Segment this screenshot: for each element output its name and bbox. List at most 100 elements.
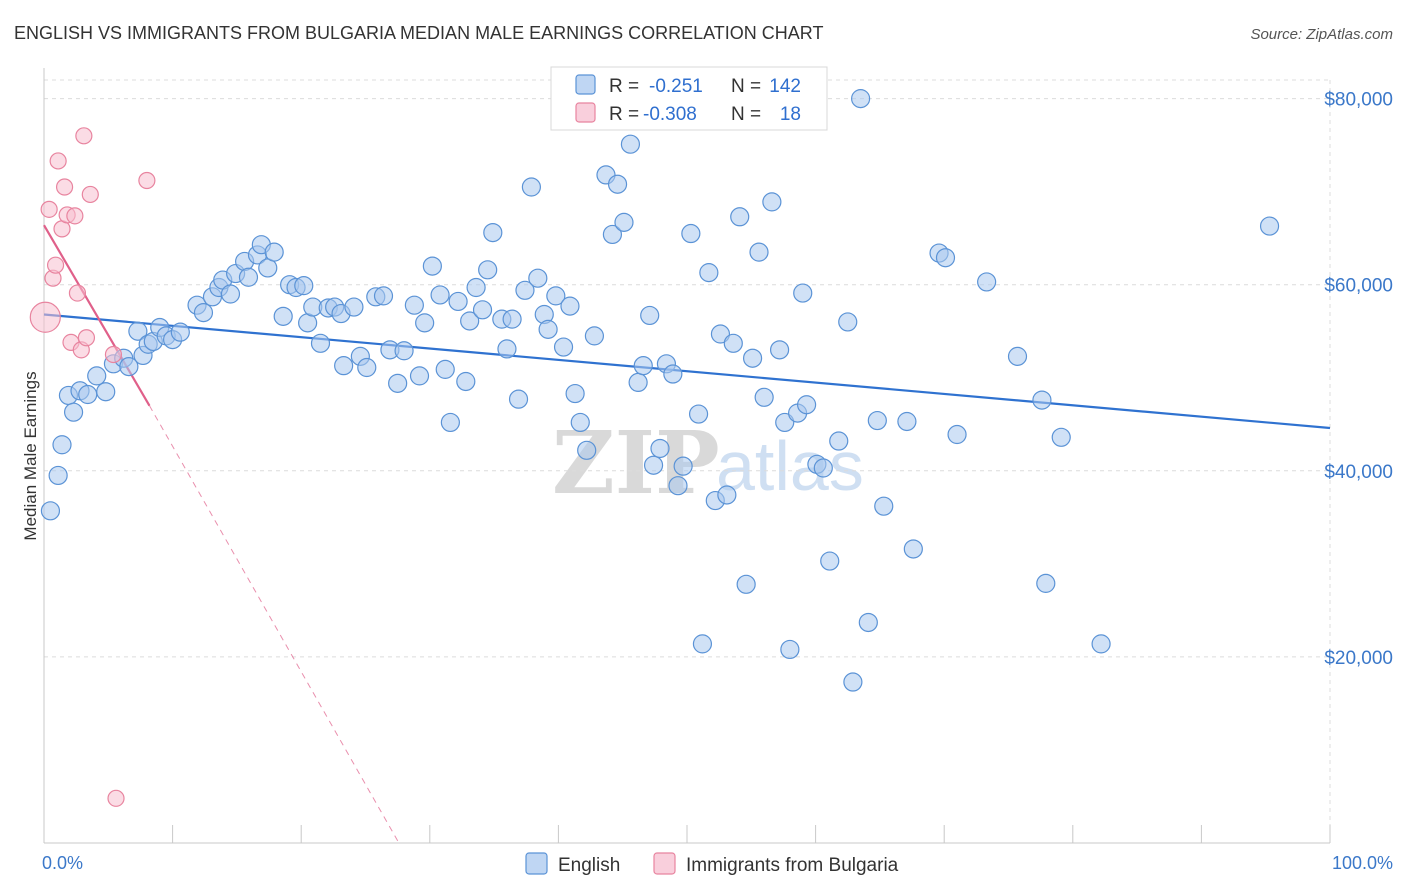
- english-point[interactable]: [48, 465, 68, 486]
- english-point[interactable]: [663, 364, 683, 384]
- english-point[interactable]: [128, 321, 148, 341]
- english-point[interactable]: [903, 539, 923, 559]
- bulgaria-point[interactable]: [46, 256, 65, 274]
- english-point[interactable]: [897, 411, 917, 432]
- english-point[interactable]: [508, 389, 529, 409]
- english-point[interactable]: [620, 134, 641, 154]
- english-point[interactable]: [460, 311, 480, 331]
- english-point[interactable]: [521, 177, 541, 197]
- english-point[interactable]: [935, 248, 956, 268]
- english-point[interactable]: [736, 574, 756, 594]
- english-point[interactable]: [497, 339, 517, 359]
- english-point[interactable]: [867, 410, 887, 431]
- english-point[interactable]: [820, 551, 840, 571]
- english-point[interactable]: [843, 672, 863, 692]
- english-point[interactable]: [650, 438, 670, 459]
- legend-bulgaria-label[interactable]: Immigrants from Bulgaria: [686, 855, 899, 876]
- english-point[interactable]: [838, 312, 858, 332]
- english-point[interactable]: [294, 276, 314, 296]
- english-point[interactable]: [769, 340, 790, 360]
- english-point[interactable]: [947, 424, 967, 445]
- english-point[interactable]: [723, 333, 743, 353]
- bulgaria-point[interactable]: [81, 185, 99, 204]
- english-point[interactable]: [851, 89, 871, 109]
- english-point[interactable]: [553, 337, 574, 357]
- english-point[interactable]: [602, 224, 623, 245]
- english-point[interactable]: [749, 242, 769, 262]
- english-point[interactable]: [546, 286, 566, 306]
- english-point[interactable]: [742, 348, 763, 368]
- english-point[interactable]: [673, 456, 693, 476]
- english-point[interactable]: [692, 634, 713, 654]
- english-point[interactable]: [614, 212, 634, 232]
- legend-english-swatch[interactable]: [525, 852, 548, 875]
- english-point[interactable]: [502, 309, 522, 329]
- english-point[interactable]: [1007, 346, 1028, 366]
- bulgaria-point[interactable]: [138, 171, 156, 190]
- english-point[interactable]: [78, 384, 98, 405]
- english-point[interactable]: [560, 296, 580, 316]
- bulgaria-point[interactable]: [75, 127, 93, 145]
- english-point[interactable]: [409, 366, 430, 386]
- english-point[interactable]: [640, 305, 660, 326]
- english-point[interactable]: [565, 383, 585, 404]
- english-point[interactable]: [858, 612, 878, 633]
- english-point[interactable]: [829, 431, 849, 451]
- english-point[interactable]: [96, 382, 116, 402]
- english-point[interactable]: [538, 319, 558, 339]
- english-point[interactable]: [440, 412, 460, 433]
- english-point[interactable]: [528, 268, 548, 288]
- bulgaria-point[interactable]: [104, 345, 123, 364]
- english-point[interactable]: [570, 412, 590, 433]
- legend-bulgaria-swatch[interactable]: [653, 852, 676, 875]
- english-point[interactable]: [87, 366, 107, 386]
- english-point[interactable]: [780, 639, 800, 660]
- english-point[interactable]: [813, 458, 833, 478]
- bulgaria-point[interactable]: [29, 301, 61, 333]
- bulgaria-point[interactable]: [55, 178, 74, 196]
- english-point[interactable]: [577, 440, 597, 460]
- english-point[interactable]: [456, 371, 476, 392]
- bulgaria-point[interactable]: [40, 200, 58, 218]
- english-point[interactable]: [193, 303, 214, 323]
- english-point[interactable]: [394, 341, 414, 361]
- english-point[interactable]: [170, 322, 190, 342]
- english-point[interactable]: [310, 333, 331, 353]
- bulgaria-point[interactable]: [107, 789, 125, 807]
- bulgaria-point[interactable]: [49, 152, 67, 170]
- english-point[interactable]: [681, 223, 701, 244]
- english-point[interactable]: [238, 267, 259, 287]
- english-point[interactable]: [762, 192, 782, 212]
- english-point[interactable]: [607, 174, 628, 194]
- english-point[interactable]: [52, 435, 72, 455]
- english-point[interactable]: [1036, 573, 1056, 593]
- english-point[interactable]: [793, 283, 813, 303]
- bulgaria-point[interactable]: [66, 207, 84, 225]
- english-point[interactable]: [633, 356, 653, 376]
- english-point[interactable]: [273, 306, 293, 326]
- english-point[interactable]: [754, 387, 774, 407]
- english-point[interactable]: [388, 373, 408, 393]
- english-point[interactable]: [643, 455, 664, 475]
- english-point[interactable]: [264, 242, 284, 262]
- english-point[interactable]: [710, 324, 731, 344]
- english-point[interactable]: [717, 485, 737, 505]
- english-point[interactable]: [977, 272, 997, 292]
- english-point[interactable]: [1032, 390, 1052, 410]
- english-point[interactable]: [40, 501, 61, 521]
- english-point[interactable]: [448, 291, 468, 312]
- english-point[interactable]: [1091, 634, 1111, 654]
- english-point[interactable]: [515, 280, 535, 300]
- english-point[interactable]: [628, 372, 648, 393]
- english-point[interactable]: [404, 295, 424, 315]
- english-point[interactable]: [775, 412, 795, 433]
- english-point[interactable]: [874, 496, 894, 516]
- english-point[interactable]: [415, 313, 435, 333]
- bulgaria-point[interactable]: [77, 329, 96, 347]
- english-point[interactable]: [63, 402, 84, 422]
- english-point[interactable]: [1051, 427, 1071, 447]
- english-point[interactable]: [730, 207, 750, 227]
- english-point[interactable]: [688, 404, 709, 424]
- bulgaria-point[interactable]: [68, 284, 87, 302]
- english-point[interactable]: [483, 223, 503, 243]
